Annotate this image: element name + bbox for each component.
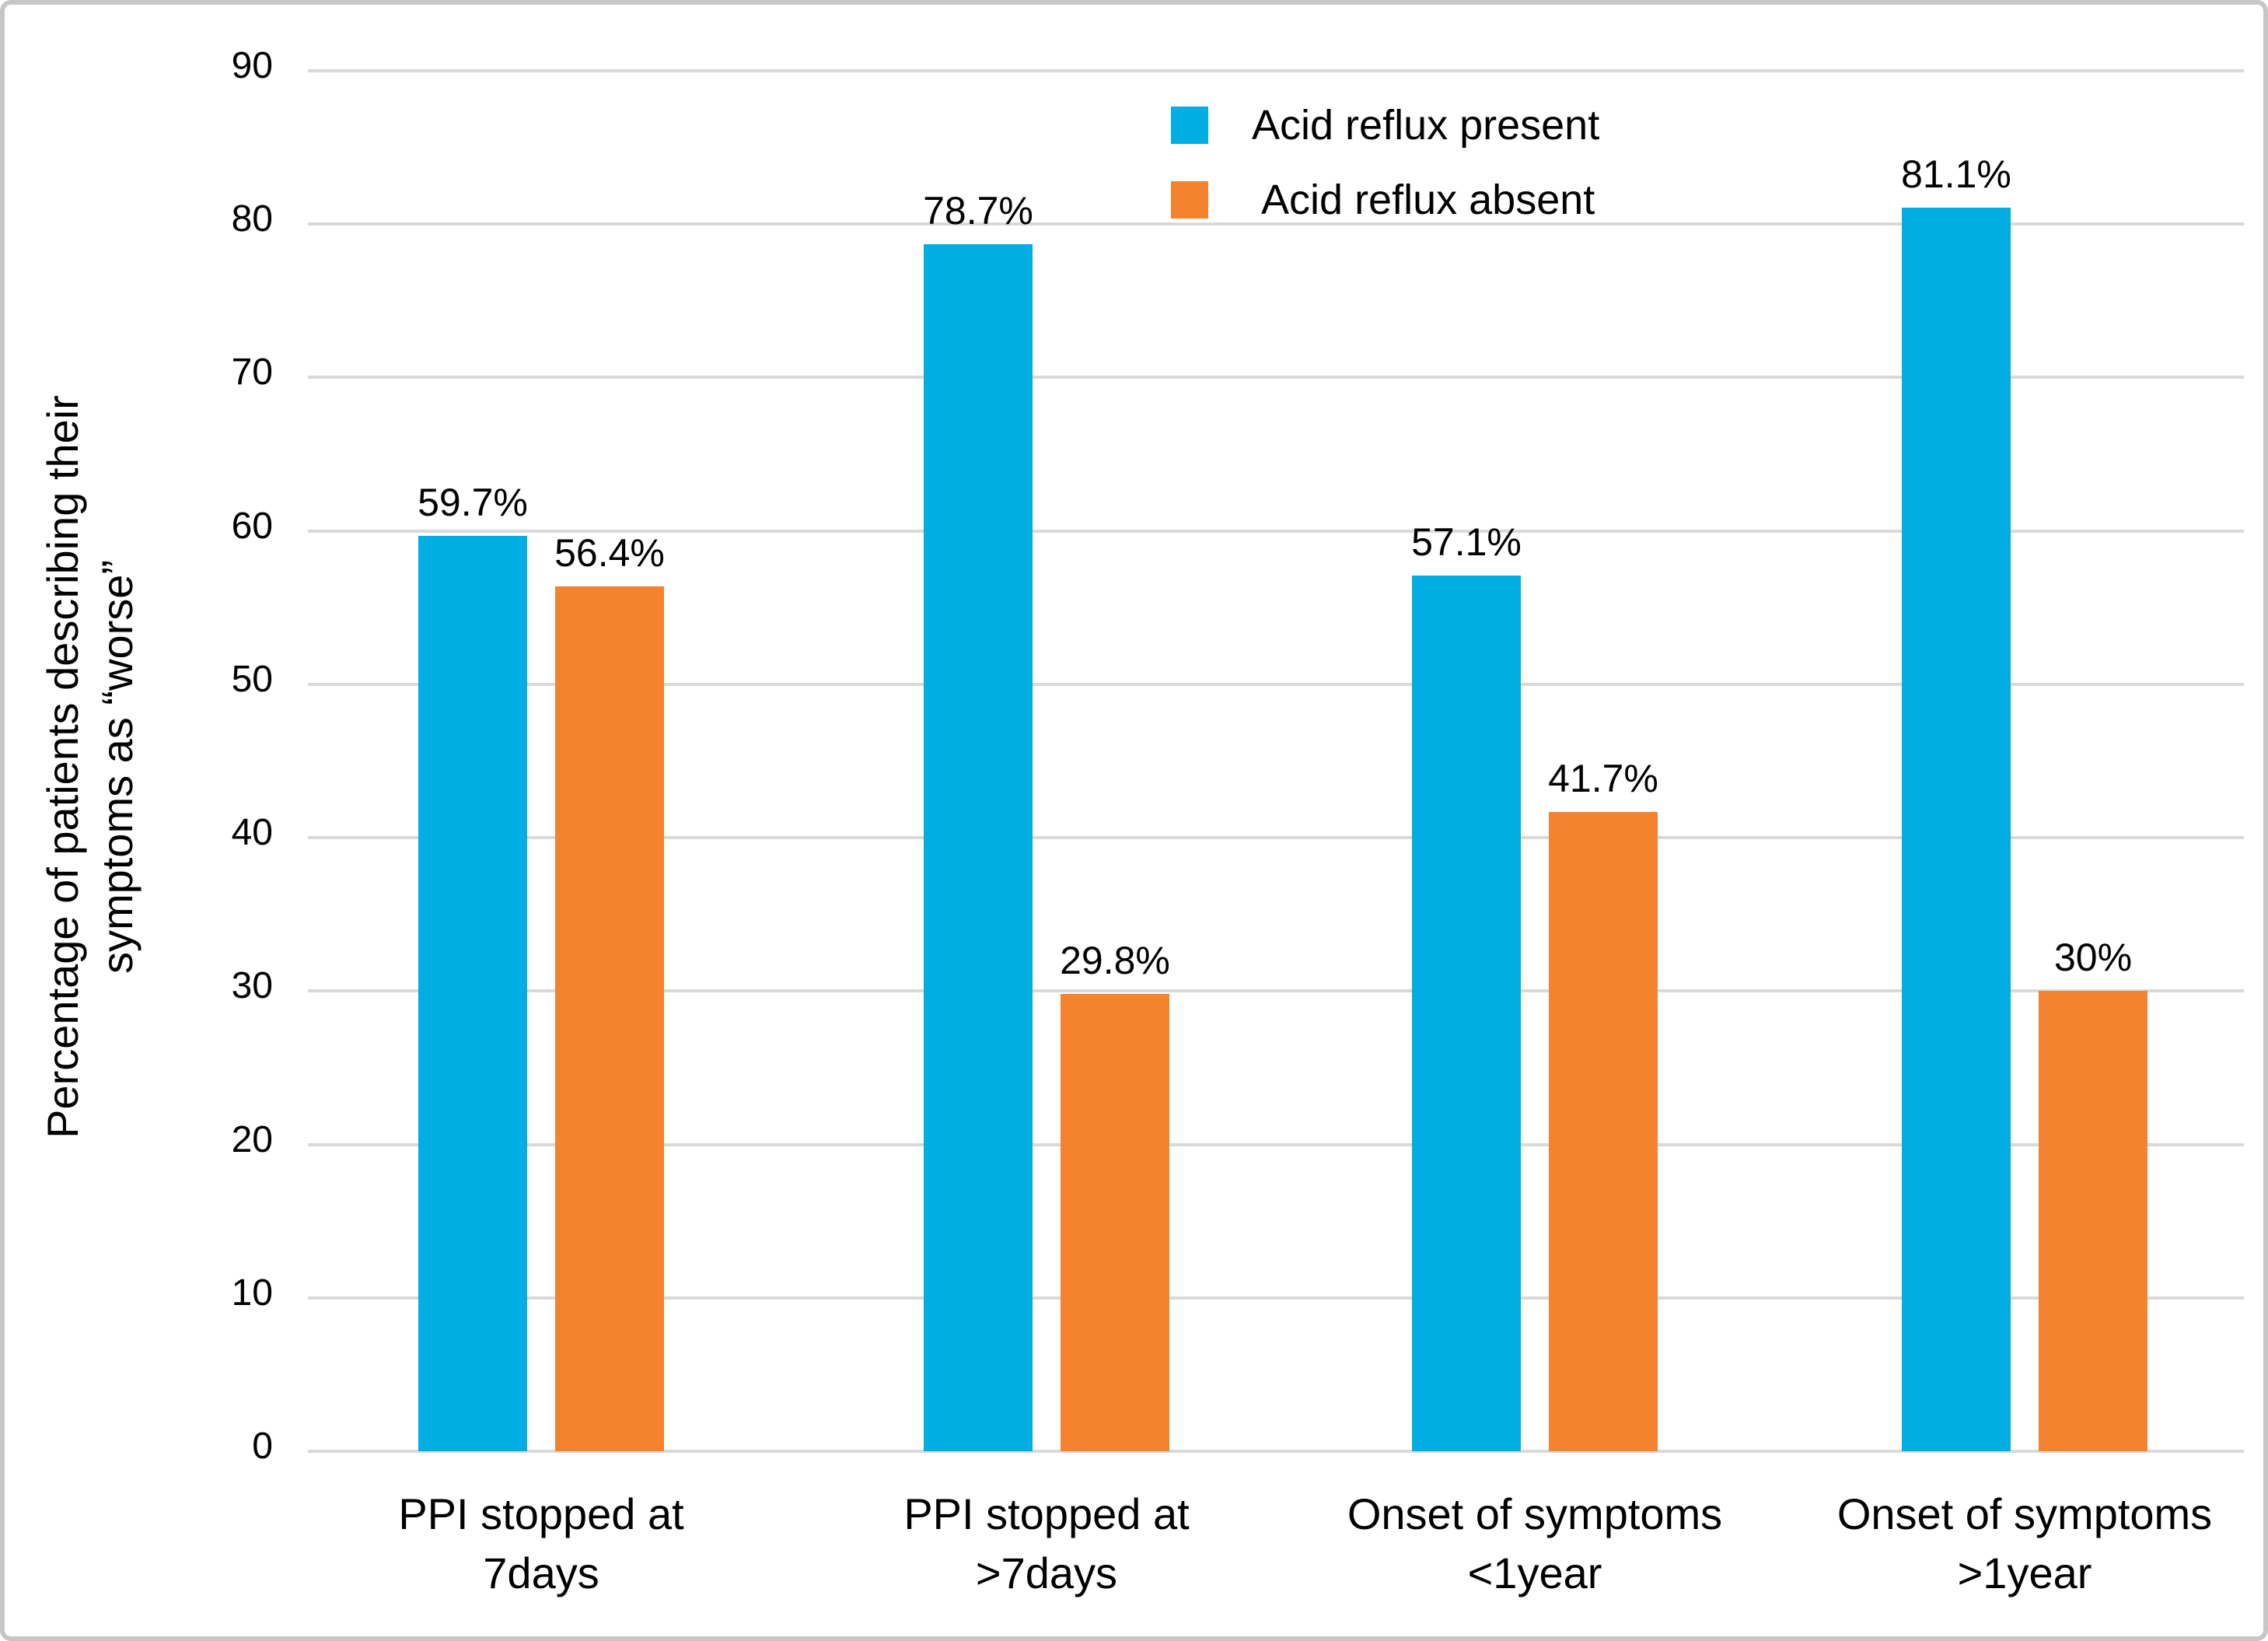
y-axis-tick-labels: 0 10 20 30 40 50 60 70 80 90 — [5, 5, 2263, 1636]
y-tick-label-90: 90 — [231, 45, 273, 86]
legend-item-absent: Acid reflux absent — [1171, 179, 1599, 221]
gridline-80 — [308, 222, 2244, 226]
gridline-60 — [308, 529, 2244, 533]
bar-absent-2 — [1549, 811, 1658, 1451]
bar-value-label-absent-1: 29.8% — [1060, 939, 1170, 983]
y-tick-label-70: 70 — [231, 352, 273, 394]
x-axis-category-labels: PPI stopped at 7days PPI stopped at >7day… — [5, 5, 2263, 1636]
y-tick-label-60: 60 — [231, 505, 273, 547]
gridline-10 — [308, 1296, 2244, 1300]
y-tick-label-50: 50 — [231, 658, 273, 700]
bar-present-2 — [1412, 575, 1521, 1451]
bars-layer: 59.7% 78.7% 57.1% 81.1% 56.4% 29.8% 41.7% 30% — [5, 5, 2263, 1636]
bar-absent-3 — [2039, 991, 2147, 1451]
y-tick-label-10: 10 — [231, 1272, 273, 1314]
bar-present-1 — [924, 243, 1033, 1451]
gridline-30 — [308, 989, 2244, 993]
y-tick-label-40: 40 — [231, 812, 273, 854]
gridline-0 — [308, 1450, 2244, 1453]
gridline-90 — [308, 69, 2244, 72]
legend-label-present: Acid reflux present — [1252, 102, 1600, 149]
bar-value-label-absent-0: 56.4% — [554, 530, 665, 575]
gridline-40 — [308, 836, 2244, 840]
bar-value-label-present-2: 57.1% — [1411, 520, 1522, 564]
x-category-label-0: PPI stopped at 7days — [398, 1489, 684, 1597]
y-tick-label-0: 0 — [252, 1426, 273, 1467]
legend-item-present: Acid reflux present — [1171, 104, 1599, 146]
bar-value-label-absent-3: 30% — [2053, 936, 2133, 980]
legend: Acid reflux present Acid reflux absent — [1171, 104, 1599, 254]
bar-absent-1 — [1061, 994, 1169, 1451]
x-category-label-1: PPI stopped at >7days — [903, 1489, 1190, 1597]
legend-label-absent: Acid reflux absent — [1252, 177, 1595, 223]
bar-present-3 — [1902, 207, 2011, 1451]
bar-value-label-absent-2: 41.7% — [1548, 756, 1658, 800]
y-tick-label-20: 20 — [231, 1118, 273, 1160]
bar-value-label-present-1: 78.7% — [923, 188, 1033, 233]
y-tick-label-30: 30 — [231, 965, 273, 1007]
x-category-label-3: Onset of symptoms >1year — [1836, 1489, 2213, 1597]
bar-present-0 — [418, 535, 527, 1451]
bar-value-label-present-3: 81.1% — [1901, 152, 2011, 196]
gridline-20 — [308, 1142, 2244, 1146]
gridline-70 — [308, 376, 2244, 380]
legend-swatch-present — [1171, 107, 1208, 144]
y-tick-label-80: 80 — [231, 198, 273, 240]
x-category-label-2: Onset of symptoms <1year — [1347, 1489, 1723, 1597]
bar-absent-0 — [555, 586, 664, 1451]
gridline-50 — [308, 682, 2244, 686]
bar-value-label-present-0: 59.7% — [418, 480, 528, 524]
legend-swatch-absent — [1171, 181, 1208, 219]
plot-area — [5, 5, 2263, 1636]
